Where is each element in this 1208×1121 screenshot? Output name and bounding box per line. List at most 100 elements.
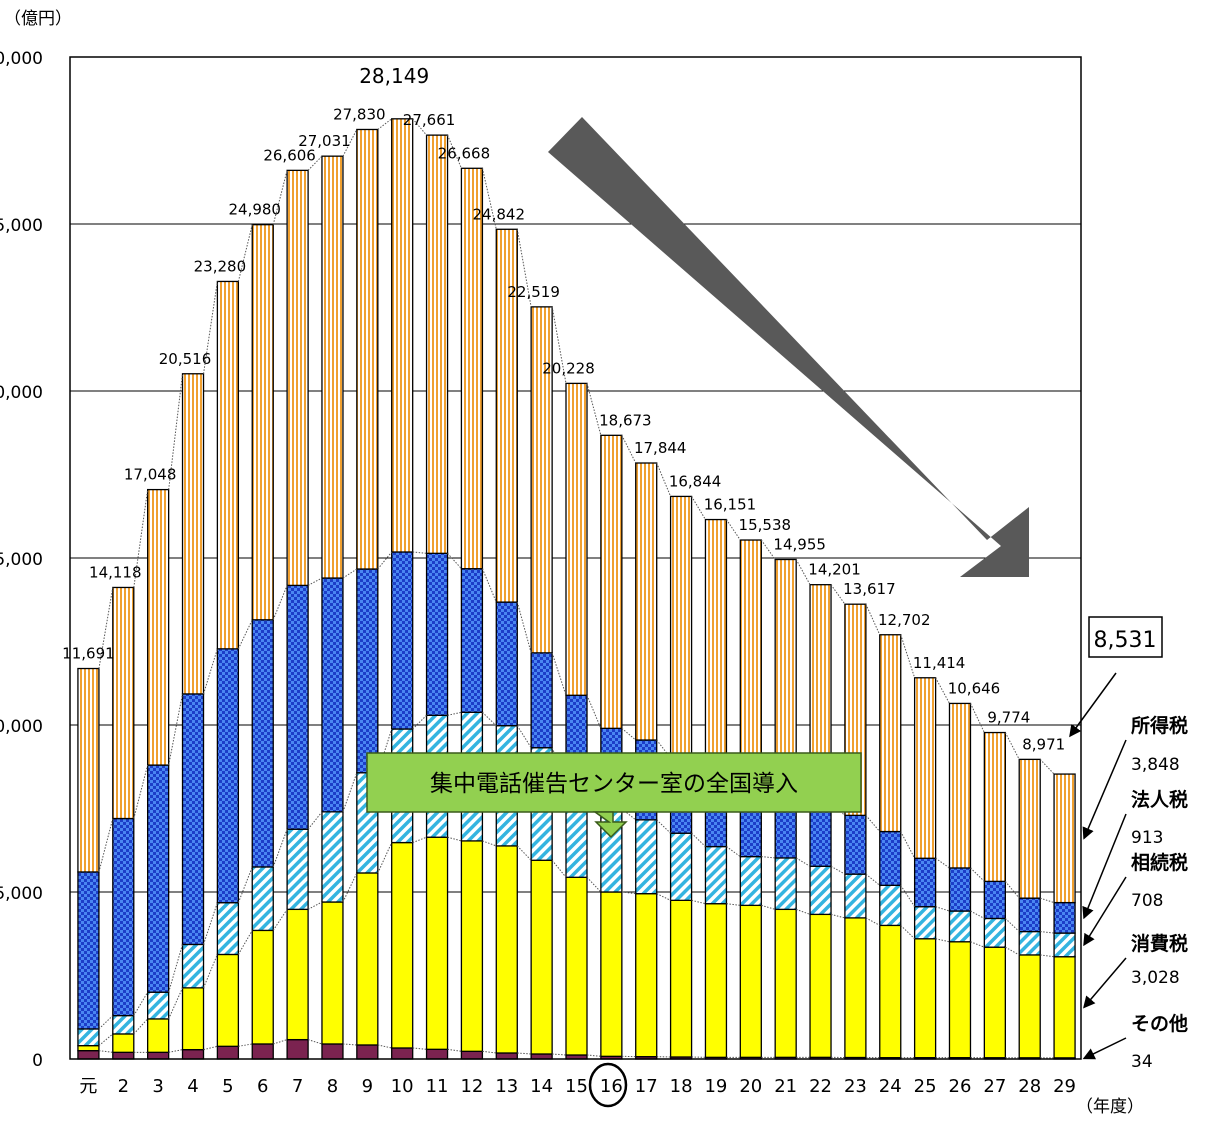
bar-segment bbox=[425, 552, 449, 716]
total-label: 20,228 bbox=[542, 359, 595, 377]
bar-segment bbox=[356, 128, 379, 570]
highlight-circle bbox=[588, 1062, 628, 1108]
total-label: 11,414 bbox=[913, 654, 966, 672]
total-label: 12,702 bbox=[878, 611, 931, 629]
bar-segment bbox=[460, 840, 484, 1052]
total-label: 14,201 bbox=[808, 561, 861, 579]
total-label: 27,031 bbox=[298, 132, 351, 150]
bar-segment bbox=[216, 280, 240, 650]
bar-segment bbox=[286, 169, 309, 587]
annotation-text: 集中電話催告センター室の全国導入 bbox=[430, 771, 798, 797]
bar-segment bbox=[879, 830, 902, 886]
x-tick-label: 4 bbox=[187, 1076, 198, 1097]
bar-segment bbox=[251, 1043, 274, 1060]
bar-segment bbox=[321, 577, 344, 813]
bar-segment bbox=[286, 828, 309, 911]
bar-segment bbox=[565, 382, 588, 696]
series-boundary-line bbox=[98, 836, 1055, 1047]
x-tick-label: 5 bbox=[222, 1076, 233, 1097]
bar-segment bbox=[356, 1044, 379, 1060]
bar-segment bbox=[948, 867, 972, 912]
x-tick-label: 10 bbox=[391, 1076, 414, 1097]
x-unit-label: （年度） bbox=[1076, 1097, 1144, 1117]
bar-segment bbox=[600, 434, 623, 729]
x-tick-label: 19 bbox=[704, 1076, 727, 1097]
bar-segment bbox=[112, 817, 135, 1017]
y-unit-label: （億円） bbox=[4, 9, 72, 29]
bar-segment bbox=[879, 924, 902, 1059]
bar-segment bbox=[983, 731, 1006, 883]
bar-segment bbox=[635, 462, 658, 741]
bar-segment bbox=[809, 913, 832, 1058]
bar-segment bbox=[530, 1053, 553, 1060]
bar-segment bbox=[1018, 954, 1041, 1059]
bar-segment bbox=[704, 903, 728, 1058]
total-labels: 11,691 14,118 17,048 20,516 23,280 24,980 26,6… bbox=[62, 64, 1065, 754]
bar-segment bbox=[391, 551, 414, 730]
bar-segment bbox=[147, 1018, 170, 1053]
x-tick-label: 7 bbox=[292, 1076, 303, 1097]
legend-series-name: その他 bbox=[1131, 1012, 1188, 1035]
bar-segment bbox=[391, 118, 414, 553]
bar-segment bbox=[460, 568, 484, 713]
legend-series-value: 3,848 bbox=[1131, 755, 1180, 775]
x-tick-label: 14 bbox=[530, 1076, 553, 1097]
x-tick-label: 12 bbox=[460, 1076, 483, 1097]
bar-segment bbox=[774, 857, 797, 911]
bar-segment bbox=[495, 845, 518, 1054]
x-tick-label: 20 bbox=[739, 1076, 762, 1097]
total-label: 17,844 bbox=[634, 439, 687, 457]
x-tick-label: 11 bbox=[426, 1076, 449, 1097]
bar-segment bbox=[1053, 773, 1076, 904]
legend-pointer bbox=[1083, 957, 1127, 1009]
bar-segment bbox=[425, 836, 449, 1050]
x-tick-label: 29 bbox=[1053, 1076, 1076, 1097]
downtrend-arrow bbox=[548, 117, 1029, 577]
bar-segment bbox=[844, 873, 867, 919]
total-callout-value: 8,531 bbox=[1094, 628, 1157, 653]
bar-segment bbox=[251, 929, 274, 1045]
bar-segment bbox=[739, 904, 762, 1058]
bar-segment bbox=[565, 876, 588, 1056]
bar-segment bbox=[1053, 956, 1076, 1059]
total-callout: 8,531 bbox=[1069, 616, 1163, 738]
total-label: 16,844 bbox=[669, 472, 722, 490]
x-tick-label: 28 bbox=[1018, 1076, 1041, 1097]
bar-segment bbox=[495, 601, 518, 727]
x-axis-ticks: 元 2 3 4 5 6 7 8 9 10 11 12 13 14 15 16 17 18 19 20 21 22 23 24 2… bbox=[79, 1076, 1076, 1097]
total-label: 11,691 bbox=[62, 645, 115, 663]
legend-pointer bbox=[1083, 876, 1127, 947]
total-label: 13,617 bbox=[843, 580, 896, 598]
legend-series-value: 708 bbox=[1131, 891, 1163, 911]
annotation-callout: 集中電話催告センター室の全国導入 bbox=[366, 752, 862, 839]
bar-segment bbox=[286, 584, 309, 830]
bar-segment bbox=[181, 693, 205, 946]
y-tick-label: 10,000 bbox=[0, 717, 43, 737]
bar-segment bbox=[391, 841, 414, 1049]
bar-segment bbox=[600, 891, 623, 1057]
bar-segment bbox=[1053, 932, 1076, 958]
x-tick-label: 16 bbox=[600, 1076, 623, 1097]
bar-segment bbox=[669, 495, 693, 759]
bar-segment bbox=[913, 906, 937, 940]
legend-pointer bbox=[1082, 1037, 1127, 1060]
total-label: 22,519 bbox=[507, 283, 560, 301]
bar-segment bbox=[321, 901, 344, 1045]
total-label: 28,149 bbox=[359, 64, 429, 88]
x-tick-label: 22 bbox=[809, 1076, 832, 1097]
total-label: 17,048 bbox=[124, 466, 177, 484]
legend-series-name: 消費税 bbox=[1131, 932, 1188, 955]
x-tick-label: 25 bbox=[914, 1076, 937, 1097]
y-tick-label: 30,000 bbox=[0, 49, 43, 69]
bar-segment bbox=[391, 1047, 414, 1060]
legend-series-name: 所得税 bbox=[1131, 714, 1188, 737]
legend-series-name: 相続税 bbox=[1131, 851, 1188, 874]
plot-frame bbox=[69, 56, 1082, 1060]
bar-segment bbox=[530, 859, 553, 1055]
bar-segment bbox=[635, 893, 658, 1058]
total-label: 15,538 bbox=[739, 516, 792, 534]
bar-segment bbox=[147, 991, 170, 1020]
total-label: 26,668 bbox=[438, 144, 491, 162]
x-tick-label: 27 bbox=[983, 1076, 1006, 1097]
bar-segment bbox=[879, 634, 902, 833]
